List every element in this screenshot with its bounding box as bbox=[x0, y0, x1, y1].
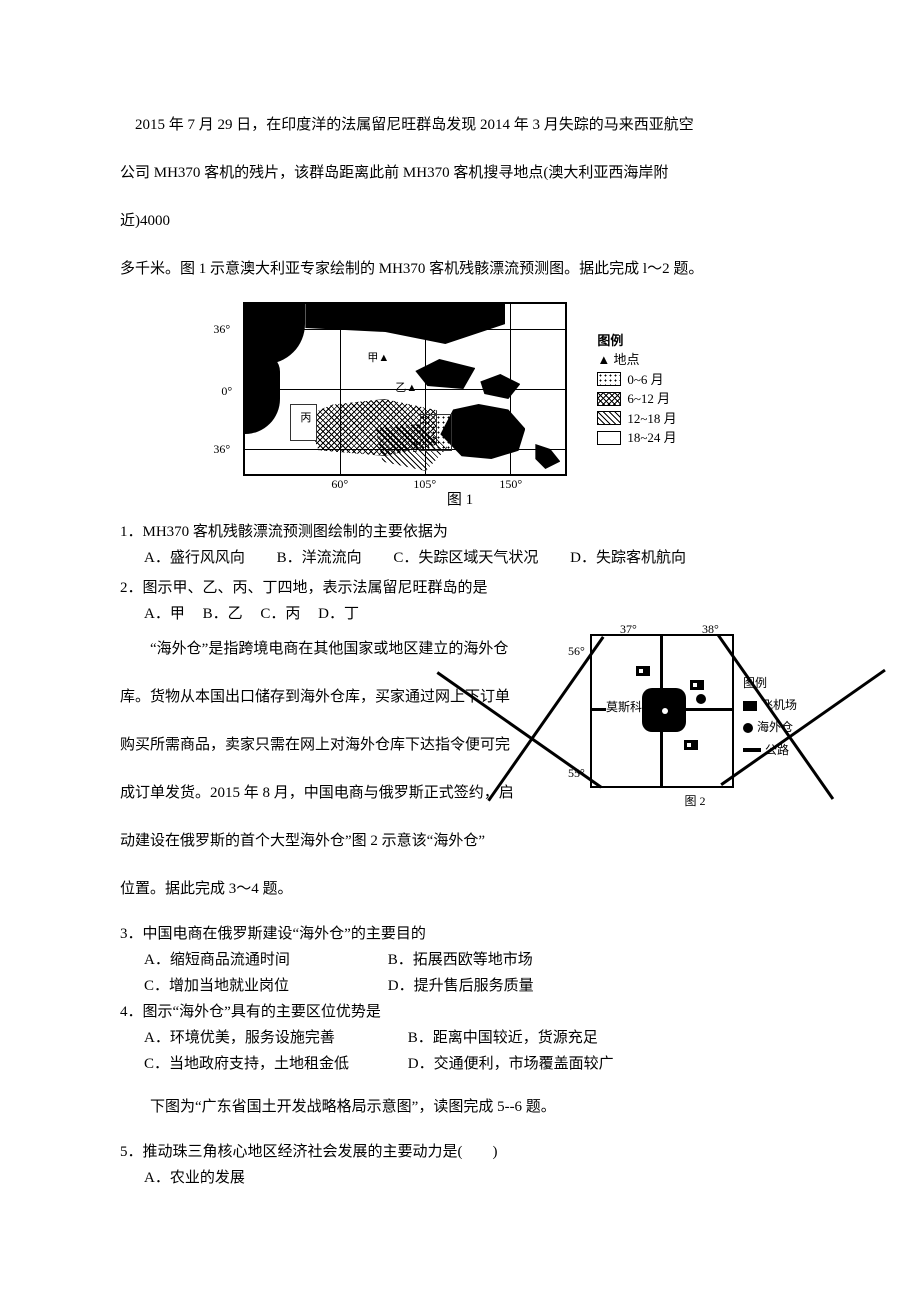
q2-opt-c: C．丙 bbox=[260, 602, 300, 626]
q4-opt-a: A．环境优美，服务设施完善 bbox=[144, 1026, 404, 1050]
q3-opt-b: B．拓展西欧等地市场 bbox=[388, 948, 628, 972]
intro3: 下图为“广东省国土开发战略格局示意图”，读图完成 5--6 题。 bbox=[120, 1092, 800, 1122]
fig1-point-ding: 丁 bbox=[410, 440, 421, 458]
intro1-line1: 2015 年 7 月 29 日，在印度洋的法属留尼旺群岛发现 2014 年 3 … bbox=[120, 110, 800, 140]
q4-opt-c: C．当地政府支持，土地租金低 bbox=[144, 1052, 404, 1076]
q2-stem: 2．图示甲、乙、丙、丁四地，表示法属留尼旺群岛的是 bbox=[120, 576, 800, 600]
fig1-lon-105: 105° bbox=[413, 475, 436, 494]
fig2-city-label: 莫斯科 bbox=[606, 698, 642, 717]
fig1-lat-36s: 36° bbox=[213, 440, 230, 459]
q1-opt-c: C．失踪区域天气状况 bbox=[393, 546, 538, 570]
intro2-line6: 位置。据此完成 3～4 题。 bbox=[120, 874, 800, 904]
fig2-lat-56: 56° bbox=[568, 642, 585, 661]
intro2-line3: 购买所需商品，卖家只需在网上对海外仓库下达指令便可完 bbox=[120, 730, 574, 760]
intro2-line4: 成订单发货。2015 年 8 月，中国电商与俄罗斯正式签约，启 bbox=[120, 778, 574, 808]
fig1-lon-150: 150° bbox=[499, 475, 522, 494]
q5-stem: 5．推动珠三角核心地区经济社会发展的主要动力是( ) bbox=[120, 1140, 800, 1164]
fig2-airport-3 bbox=[684, 740, 698, 750]
intro2-line5: 动建设在俄罗斯的首个大型海外仓”图 2 示意该“海外仓” bbox=[120, 826, 574, 856]
fig1-lat-36n: 36° bbox=[213, 320, 230, 339]
figure-2: 37° 38° 56° 55° 莫斯科 bbox=[590, 634, 800, 811]
figure-1: 36° 0° 36° 60° 105° 150° bbox=[120, 302, 800, 512]
q3-opt-a: A．缩短商品流通时间 bbox=[144, 948, 384, 972]
q4-opt-d: D．交通便利，市场覆盖面较广 bbox=[408, 1052, 668, 1076]
fig1-caption: 图 1 bbox=[120, 488, 800, 512]
fig1-legend-point: ▲ 地点 bbox=[597, 350, 639, 370]
q1-stem: 1．MH370 客机残骸漂流预测图绘制的主要依据为 bbox=[120, 520, 800, 544]
fig1-lon-60: 60° bbox=[331, 475, 348, 494]
q4-opt-b: B．距离中国较近，货源充足 bbox=[408, 1026, 668, 1050]
fig1-legend: 图例 ▲ 地点 0~6 月 6~12 月 12~18 月 18~24 月 bbox=[597, 331, 676, 448]
fig2-warehouse bbox=[696, 694, 706, 704]
intro2-line2: 库。货物从本国出口储存到海外仓库，买家通过网上下订单 bbox=[120, 682, 574, 712]
q2-opt-b: B．乙 bbox=[203, 602, 243, 626]
intro1-line2: 公司 MH370 客机的残片，该群岛距离此前 MH370 客机搜寻地点(澳大利亚… bbox=[120, 158, 800, 188]
fig2-caption: 图 2 bbox=[590, 792, 800, 811]
q2-opt-d: D．丁 bbox=[318, 602, 359, 626]
q1-opt-a: A．盛行风风向 bbox=[144, 546, 245, 570]
fig1-point-jia: 甲▲ bbox=[367, 350, 389, 368]
fig2-airport-1 bbox=[636, 666, 650, 676]
q5-opt-a: A．农业的发展 bbox=[144, 1170, 245, 1186]
fig1-legend-0-6: 0~6 月 bbox=[627, 370, 663, 390]
fig1-point-bing: 丙 bbox=[300, 410, 311, 428]
fig1-map: 甲▲ 乙▲ 丙 丁 bbox=[243, 302, 567, 476]
fig2-map: 莫斯科 bbox=[590, 634, 734, 788]
intro2-line1: “海外仓”是指跨境电商在其他国家或地区建立的海外仓 bbox=[120, 634, 574, 664]
q4-stem: 4．图示“海外仓”具有的主要区位优势是 bbox=[120, 1000, 800, 1024]
fig1-point-yi: 乙▲ bbox=[395, 380, 417, 398]
fig1-legend-18-24: 18~24 月 bbox=[627, 428, 676, 448]
q3-opt-d: D．提升售后服务质量 bbox=[388, 974, 628, 998]
fig1-lat-0: 0° bbox=[221, 382, 232, 401]
q3-stem: 3．中国电商在俄罗斯建设“海外仓”的主要目的 bbox=[120, 922, 800, 946]
fig1-legend-12-18: 12~18 月 bbox=[627, 409, 676, 429]
q1-opt-b: B．洋流流向 bbox=[277, 546, 362, 570]
q3-opt-c: C．增加当地就业岗位 bbox=[144, 974, 384, 998]
fig2-airport-2 bbox=[690, 680, 704, 690]
intro1-line3: 近)4000 bbox=[120, 206, 800, 236]
fig1-legend-6-12: 6~12 月 bbox=[627, 389, 670, 409]
fig1-legend-title: 图例 bbox=[597, 331, 676, 351]
q1-opt-d: D．失踪客机航向 bbox=[570, 546, 686, 570]
q2-opt-a: A．甲 bbox=[144, 602, 185, 626]
intro1-line4: 多千米。图 1 示意澳大利亚专家绘制的 MH370 客机残骸漂流预测图。据此完成… bbox=[120, 254, 800, 284]
